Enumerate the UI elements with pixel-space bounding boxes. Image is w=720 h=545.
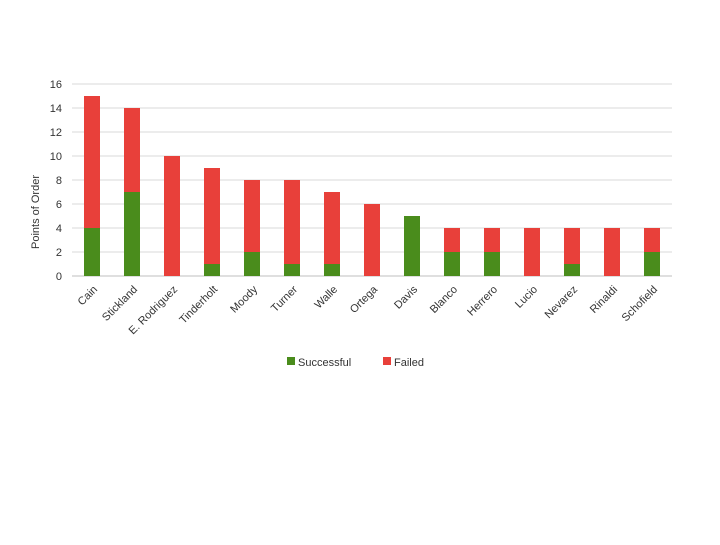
y-axis-label: Points of Order <box>30 175 42 249</box>
legend: Successful Failed <box>287 357 424 369</box>
bar-successful <box>284 264 300 276</box>
bars <box>84 96 660 276</box>
y-tick-label: 10 <box>50 151 62 163</box>
x-tick-label: Stickland <box>100 284 140 324</box>
bar-failed <box>124 108 140 192</box>
x-tick-label: Ortega <box>348 283 381 316</box>
bar-failed <box>164 156 180 276</box>
y-tick-label: 0 <box>56 271 62 283</box>
bar-failed <box>604 228 620 276</box>
bar-failed <box>324 192 340 264</box>
x-tick-label: Rinaldi <box>588 284 620 316</box>
bar-failed <box>564 228 580 264</box>
bar-successful <box>404 216 420 276</box>
bar-successful <box>204 264 220 276</box>
y-tick-label: 8 <box>56 175 62 187</box>
x-tick-label: Schofield <box>620 284 660 324</box>
bar-failed <box>644 228 660 252</box>
bar-successful <box>84 228 100 276</box>
x-tick-label: Blanco <box>428 284 460 316</box>
y-tick-label: 6 <box>56 199 62 211</box>
bar-failed <box>84 96 100 228</box>
y-tick-label: 16 <box>50 79 62 91</box>
y-tick-label: 14 <box>50 103 62 115</box>
x-tick-label: Herrero <box>465 284 500 319</box>
bar-failed <box>284 180 300 264</box>
x-tick-label: Turner <box>269 283 300 314</box>
bar-successful <box>324 264 340 276</box>
bar-failed <box>444 228 460 252</box>
legend-label-failed: Failed <box>394 357 424 369</box>
bar-successful <box>124 192 140 276</box>
bar-successful <box>564 264 580 276</box>
legend-label-successful: Successful <box>298 357 351 369</box>
y-tick-label: 2 <box>56 247 62 259</box>
y-axis-ticks: 0 2 4 6 8 10 12 14 16 <box>50 79 62 283</box>
bar-failed <box>484 228 500 252</box>
x-tick-label: Moody <box>228 283 260 315</box>
bar-failed <box>244 180 260 252</box>
x-tick-label: Tinderholt <box>177 284 220 327</box>
x-tick-label: Walle <box>312 284 340 312</box>
bar-failed <box>204 168 220 264</box>
x-tick-label: Davis <box>392 283 420 311</box>
bar-successful <box>644 252 660 276</box>
legend-swatch-failed <box>383 357 391 365</box>
bar-failed <box>524 228 540 276</box>
bar-successful <box>444 252 460 276</box>
y-tick-label: 12 <box>50 127 62 139</box>
y-tick-label: 4 <box>56 223 62 235</box>
bar-successful <box>484 252 500 276</box>
legend-swatch-successful <box>287 357 295 365</box>
bar-failed <box>364 204 380 276</box>
x-tick-label: Nevarez <box>543 284 580 321</box>
bar-successful <box>244 252 260 276</box>
x-tick-label: Lucio <box>513 284 540 311</box>
x-tick-label: Cain <box>76 284 100 308</box>
